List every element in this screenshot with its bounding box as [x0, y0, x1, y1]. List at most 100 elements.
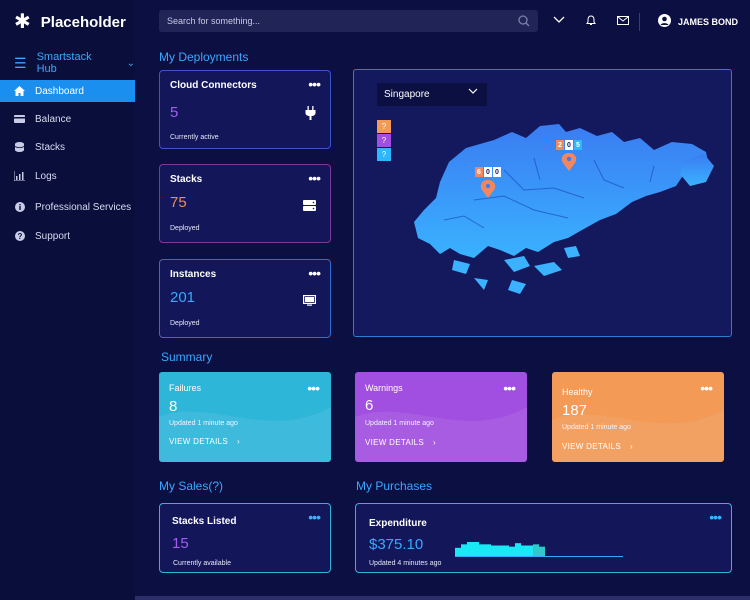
chevron-right-icon: ›: [630, 442, 633, 451]
more-icon[interactable]: •••: [308, 76, 321, 92]
app-title: Placeholder: [40, 13, 126, 31]
map-pin-icon[interactable]: [480, 180, 496, 198]
summary-value: 187: [562, 402, 588, 419]
sparkline-bar: [497, 545, 503, 556]
instances-card: Instances ••• 201 Deployed: [159, 259, 331, 338]
chart-icon: [14, 171, 25, 181]
chevron-right-icon: ›: [433, 438, 436, 447]
help-icon: ?: [14, 231, 25, 241]
chevron-down-icon[interactable]: [552, 12, 566, 28]
healthy-card: Healthy ••• 187 Updated 1 minute ago VIE…: [552, 372, 724, 462]
section-title-purchases: My Purchases: [356, 479, 433, 493]
region-select[interactable]: Singapore: [377, 83, 487, 106]
sidebar-item-logs[interactable]: Logs: [0, 165, 135, 187]
legend-item[interactable]: ?: [377, 134, 391, 147]
card-subtext: Currently available: [173, 560, 231, 567]
stacks-listed-card: Stacks Listed ••• 15 Currently available: [159, 503, 331, 573]
plug-icon: [305, 106, 316, 125]
warnings-card: Warnings ••• 6 Updated 1 minute ago VIEW…: [355, 372, 527, 462]
card-value: 75: [170, 194, 187, 211]
view-details-label: VIEW DETAILS: [562, 442, 622, 451]
sidebar-item-label: Dashboard: [35, 85, 84, 97]
more-icon[interactable]: •••: [308, 170, 321, 186]
search-icon[interactable]: [518, 14, 530, 32]
hub-selector[interactable]: ☰ Smartstack Hub ⌄: [14, 51, 135, 75]
card-title: Stacks Listed: [172, 516, 237, 527]
summary-value: 8: [169, 398, 178, 415]
card-title: Cloud Connectors: [170, 80, 257, 91]
summary-updated: Updated 1 minute ago: [365, 420, 434, 427]
view-details-link[interactable]: VIEW DETAILS ›: [365, 438, 436, 447]
expenditure-card: Expenditure ••• $375.10 Updated 4 minute…: [355, 503, 732, 573]
summary-title: Warnings: [365, 383, 403, 393]
summary-updated: Updated 1 minute ago: [169, 420, 238, 427]
search-bar: [159, 10, 538, 32]
card-title: Expenditure: [369, 518, 427, 529]
map-marker-badge[interactable]: 6 0 0: [475, 167, 501, 177]
sparkline-bar: [527, 545, 533, 556]
legend-item[interactable]: ?: [377, 148, 391, 161]
badge-digit: 5: [574, 140, 582, 150]
map-marker-badge[interactable]: 2 0 5: [556, 140, 582, 150]
server-icon: [303, 198, 316, 216]
user-avatar-icon: [658, 14, 671, 29]
sparkline-bar: [533, 544, 539, 556]
more-icon[interactable]: •••: [503, 380, 516, 396]
legend-item[interactable]: ?: [377, 120, 391, 133]
mail-icon[interactable]: [616, 12, 630, 28]
map-pin-icon[interactable]: [561, 153, 577, 171]
card-value: 5: [170, 104, 179, 121]
brand[interactable]: ✱ Placeholder: [14, 12, 126, 32]
sidebar-item-support[interactable]: ? Support: [0, 225, 135, 247]
more-icon[interactable]: •••: [700, 380, 713, 396]
database-icon: [14, 142, 25, 152]
badge-digit: 2: [556, 140, 564, 150]
wave-decoration: [159, 407, 331, 462]
sidebar-item-stacks[interactable]: Stacks: [0, 136, 135, 158]
info-icon: [14, 202, 25, 212]
wallet-icon: [14, 115, 25, 123]
search-input[interactable]: [167, 16, 507, 26]
sidebar-item-dashboard[interactable]: Dashboard: [0, 80, 135, 102]
sparkline-bar: [479, 544, 485, 556]
badge-digit: 0: [484, 167, 492, 177]
card-value: $375.10: [369, 536, 424, 553]
sidebar-item-label: Balance: [35, 113, 72, 125]
svg-text:?: ?: [17, 232, 22, 241]
summary-value: 6: [365, 397, 374, 414]
sparkline-bar: [539, 546, 545, 556]
badge-digit: 6: [475, 167, 483, 177]
sidebar: ✱ Placeholder ☰ Smartstack Hub ⌄ Dashboa…: [0, 0, 135, 600]
sparkline-bar: [509, 546, 515, 556]
view-details-link[interactable]: VIEW DETAILS ›: [562, 442, 633, 451]
bottom-scrollbar[interactable]: [135, 596, 750, 600]
user-menu[interactable]: JAMES BOND: [658, 14, 738, 29]
section-title-sales: My Sales(?): [159, 479, 224, 493]
view-details-link[interactable]: VIEW DETAILS ›: [169, 437, 240, 446]
card-value: 15: [172, 535, 189, 552]
home-icon: [14, 86, 25, 96]
header-divider: [639, 13, 640, 31]
cloud-connectors-card: Cloud Connectors ••• 5 Currently active: [159, 70, 331, 149]
more-icon[interactable]: •••: [307, 380, 320, 396]
card-title: Stacks: [170, 174, 203, 185]
chevron-right-icon: ›: [237, 437, 240, 446]
expenditure-sparkline: [455, 542, 623, 557]
section-title-deployments: My Deployments: [159, 50, 249, 64]
more-icon[interactable]: •••: [308, 265, 321, 281]
sidebar-item-balance[interactable]: Balance: [0, 108, 135, 130]
sidebar-item-label: Stacks: [35, 141, 66, 153]
wave-decoration: [552, 410, 724, 462]
summary-title: Failures: [169, 383, 202, 393]
view-details-label: VIEW DETAILS: [365, 438, 425, 447]
more-icon[interactable]: •••: [308, 509, 321, 525]
more-icon[interactable]: •••: [709, 509, 722, 525]
sidebar-item-label: Professional Services: [35, 201, 132, 213]
bell-icon[interactable]: [584, 12, 598, 28]
badge-digit: 0: [565, 140, 573, 150]
map-panel: Singapore ? ? ?: [353, 69, 732, 337]
sparkline-bar: [485, 544, 491, 556]
sidebar-item-professional-services[interactable]: Professional Services: [0, 196, 135, 218]
sparkline-bar: [491, 545, 497, 556]
card-subtext: Currently active: [170, 134, 219, 141]
